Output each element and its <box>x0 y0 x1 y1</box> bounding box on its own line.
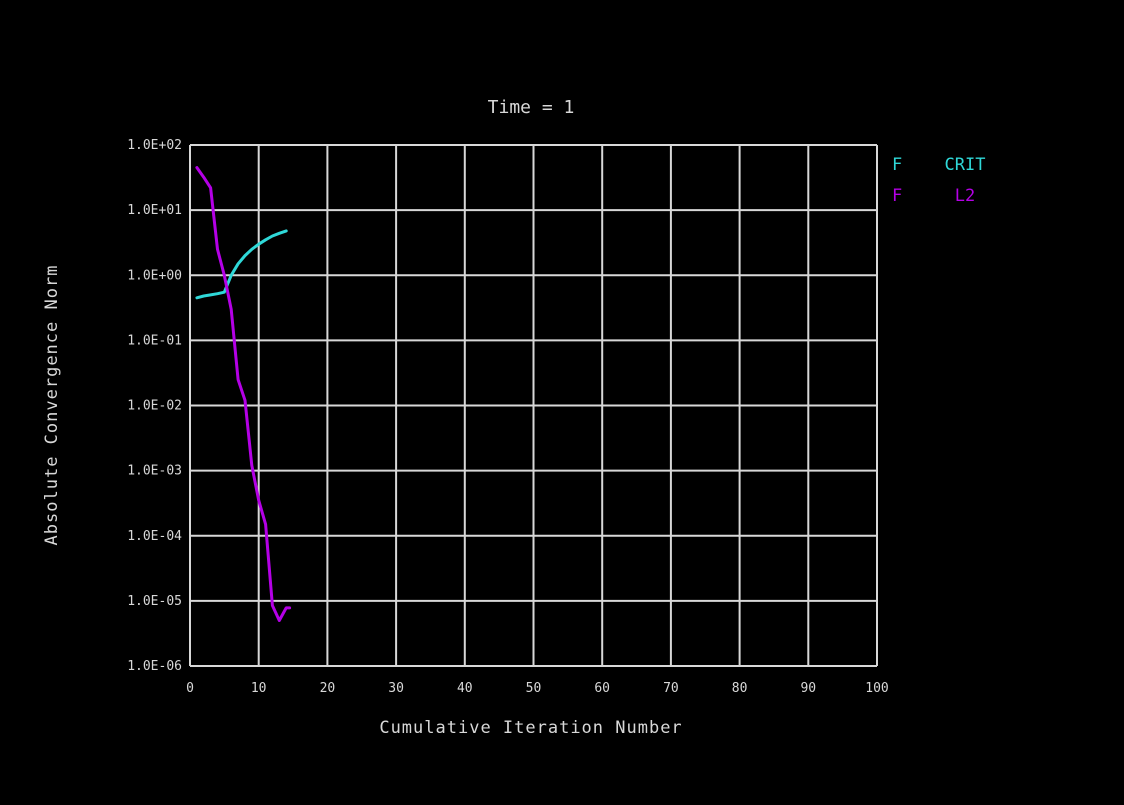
x-tick-label: 80 <box>732 681 748 696</box>
legend-label: CRIT <box>945 155 986 175</box>
y-tick-label: 1.0E+02 <box>127 138 182 153</box>
x-tick-label: 20 <box>320 681 336 696</box>
x-tick-label: 100 <box>865 681 888 696</box>
x-tick-label: 10 <box>251 681 267 696</box>
legend-key: F <box>892 186 902 206</box>
x-tick-label: 30 <box>388 681 404 696</box>
y-tick-label: 1.0E-05 <box>127 594 182 609</box>
y-tick-label: 1.0E-06 <box>127 659 182 674</box>
chart-title: Time = 1 <box>488 97 575 118</box>
x-tick-label: 70 <box>663 681 679 696</box>
x-tick-label: 50 <box>526 681 542 696</box>
series-line-l2 <box>195 166 292 622</box>
series-line-crit <box>195 229 288 300</box>
y-tick-label: 1.0E-04 <box>127 529 182 544</box>
y-tick-label: 1.0E-02 <box>127 399 182 414</box>
x-tick-label: 40 <box>457 681 473 696</box>
y-tick-label: 1.0E-01 <box>127 333 182 348</box>
tick-labels: 0 10 20 30 40 50 60 70 80 90 100 1.0E+02 1.0E+01 1.0E… <box>127 138 889 696</box>
x-tick-label: 90 <box>800 681 816 696</box>
legend-key: F <box>892 155 902 175</box>
y-axis-label: Absolute Convergence Norm <box>42 265 62 546</box>
x-axis-label: Cumulative Iteration Number <box>379 718 682 738</box>
series-lines <box>195 166 292 622</box>
y-tick-label: 1.0E-03 <box>127 464 182 479</box>
legend-label: L2 <box>955 186 975 206</box>
grid <box>189 144 878 667</box>
y-tick-label: 1.0E+00 <box>127 268 182 283</box>
legend: F CRIT F L2 <box>892 155 985 206</box>
x-tick-label: 0 <box>186 681 194 696</box>
y-tick-label: 1.0E+01 <box>127 203 182 218</box>
x-tick-label: 60 <box>594 681 610 696</box>
